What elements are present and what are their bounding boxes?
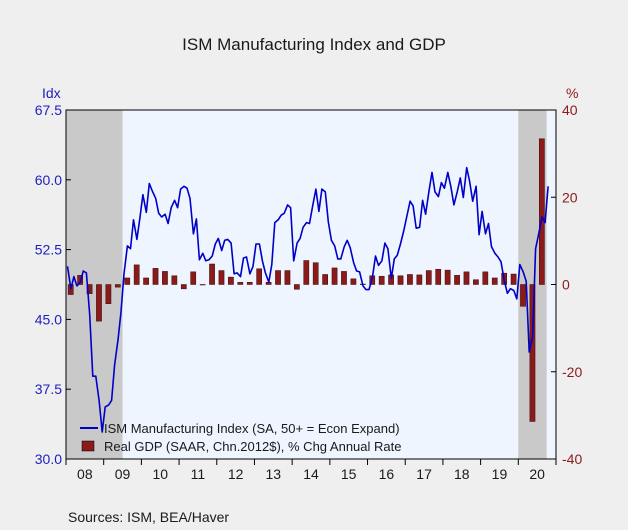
gdp-bar — [539, 138, 545, 285]
x-tick-label: 16 — [379, 466, 395, 482]
gdp-bar — [294, 284, 300, 290]
gdp-bar — [312, 262, 319, 285]
axes: 30.0 37.5 45.0 52.5 60.0 67.5 -40 -20 0 20 40 08 09 1… — [35, 102, 583, 482]
gdp-bar — [341, 271, 347, 285]
right-tick-label: -20 — [562, 364, 582, 380]
legend-gdp-label: Real GDP (SAAR, Chn.2012$), % Chg Annual… — [104, 439, 401, 454]
recession-band-0 — [66, 110, 123, 459]
source-note: Sources: ISM, BEA/Haver — [68, 509, 229, 525]
x-tick-label: 14 — [303, 466, 319, 482]
x-tick-label: 10 — [152, 466, 168, 482]
x-tick-label: 11 — [191, 466, 206, 482]
gdp-bar — [454, 275, 460, 285]
chart-title: ISM Manufacturing Index and GDP — [182, 35, 446, 54]
gdp-bar — [397, 275, 404, 285]
gdp-bar — [416, 274, 423, 285]
gdp-bar — [162, 271, 168, 285]
gdp-bar — [152, 268, 159, 285]
ism-line — [66, 166, 549, 433]
gdp-bar — [322, 274, 328, 285]
gdp-bar — [303, 260, 310, 285]
gdp-bar — [105, 284, 112, 304]
x-tick-label: 18 — [454, 466, 470, 482]
x-tick-label: 08 — [77, 466, 93, 482]
gdp-bar — [407, 274, 413, 285]
right-tick-label: 0 — [562, 277, 570, 293]
gdp-bar — [209, 263, 215, 285]
gdp-bar — [180, 284, 187, 290]
left-axis-unit-label: Idx — [42, 85, 61, 101]
x-tick-label: 15 — [341, 466, 357, 482]
gdp-bar — [444, 269, 451, 285]
gdp-bar — [378, 275, 385, 285]
gdp-bar — [143, 277, 149, 285]
right-tick-label: 20 — [562, 189, 578, 205]
gdp-bar — [246, 282, 253, 285]
gdp-bar — [520, 284, 526, 307]
legend-gdp-swatch — [81, 440, 95, 452]
ism-line-layer — [66, 166, 549, 433]
gdp-bar — [237, 282, 244, 285]
left-tick-label: 52.5 — [35, 242, 62, 258]
right-axis-unit-label: % — [566, 85, 578, 101]
legend-ism-label: ISM Manufacturing Index (SA, 50+ = Econ … — [104, 421, 400, 436]
x-tick-label: 09 — [115, 466, 131, 482]
left-tick-label: 45.0 — [35, 311, 62, 327]
right-tick-label: -40 — [562, 451, 582, 467]
gdp-bar — [350, 278, 357, 285]
gdp-bar — [529, 284, 536, 422]
gdp-bar — [463, 271, 470, 285]
gdp-bar — [331, 267, 338, 285]
legend: ISM Manufacturing Index (SA, 50+ = Econ … — [80, 421, 401, 454]
x-tick-label: 13 — [266, 466, 282, 482]
gdp-bar — [482, 271, 489, 285]
gdp-bar — [491, 277, 498, 285]
left-tick-label: 67.5 — [35, 102, 62, 118]
gdp-bar — [284, 270, 291, 285]
gdp-bar — [510, 273, 517, 285]
right-tick-label: 40 — [562, 102, 578, 118]
gdp-bar — [228, 276, 234, 285]
gdp-bar — [435, 268, 442, 285]
left-tick-label: 37.5 — [35, 381, 62, 397]
left-tick-label: 60.0 — [35, 172, 62, 188]
gdp-bar — [133, 264, 140, 285]
gdp-bar — [171, 275, 178, 285]
left-tick-label: 30.0 — [35, 451, 62, 467]
gdp-bar — [96, 284, 102, 322]
gdp-bar — [256, 268, 263, 285]
gdp-bar — [218, 270, 225, 285]
x-tick-label: 19 — [492, 466, 508, 482]
gdp-bar — [275, 270, 281, 285]
gdp-bar — [190, 271, 197, 285]
gdp-bar — [473, 279, 479, 285]
x-tick-label: 12 — [228, 466, 244, 482]
gdp-bar — [199, 284, 206, 286]
gdp-bar — [114, 284, 121, 288]
x-tick-label: 17 — [416, 466, 432, 482]
gdp-bar — [124, 277, 131, 285]
x-tick-label: 20 — [529, 466, 545, 482]
gdp-bar — [425, 270, 432, 285]
